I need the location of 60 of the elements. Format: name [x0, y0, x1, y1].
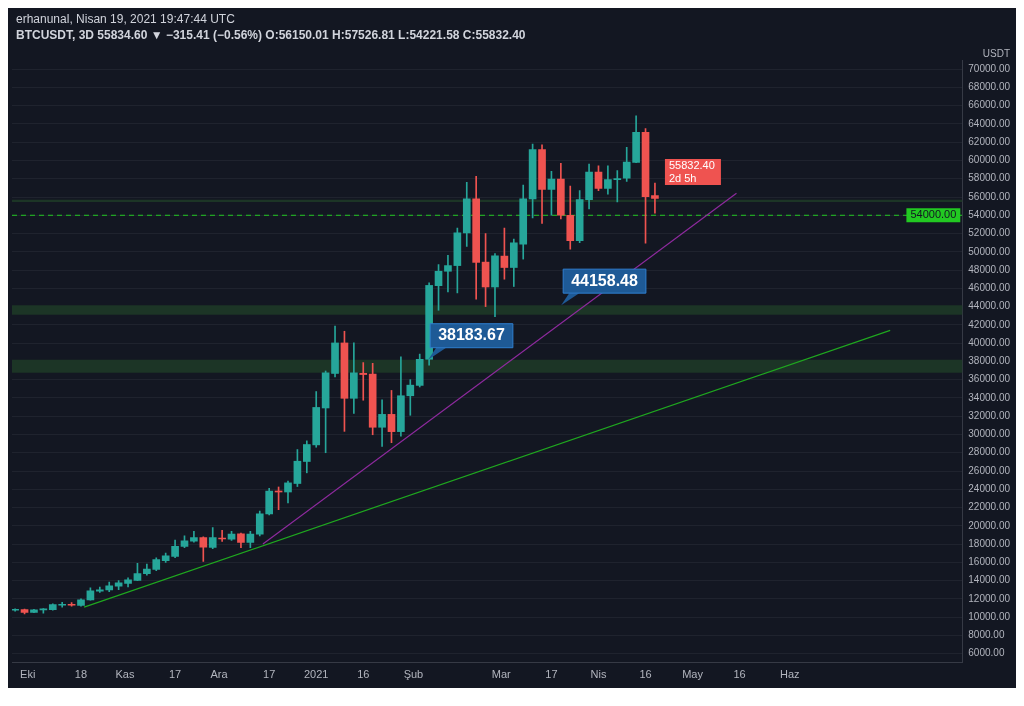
- y-axis-title: USDT: [982, 47, 1010, 59]
- y-tick-label: 52000.00: [968, 227, 1011, 239]
- y-tick-label: 12000.00: [968, 592, 1011, 604]
- y-tick-label: 34000.00: [968, 391, 1011, 403]
- candlestick: [359, 362, 368, 401]
- y-tick-label: 50000.00: [968, 245, 1011, 257]
- y-tick-label: 14000.00: [968, 574, 1011, 586]
- x-tick-label: 17: [168, 668, 182, 681]
- y-tick-label: 40000.00: [968, 336, 1011, 348]
- candlestick: [651, 182, 659, 214]
- y-tick-label: 20000.00: [968, 519, 1011, 531]
- y-tick-label: 24000.00: [968, 483, 1011, 495]
- y-tick-label: 28000.00: [968, 446, 1011, 458]
- x-tick-label: Haz: [780, 668, 800, 681]
- y-tick-label: 42000.00: [968, 318, 1011, 330]
- x-tick-label: 16: [357, 668, 370, 681]
- y-tick-label: 64000.00: [968, 117, 1011, 129]
- y-tick-label: 66000.00: [968, 99, 1011, 111]
- x-tick-label: 2021: [303, 668, 329, 681]
- y-tick-label: 22000.00: [968, 501, 1011, 513]
- y-tick-label: 36000.00: [968, 373, 1011, 385]
- y-tick-label: 58000.00: [968, 172, 1011, 184]
- x-tick-label: 16: [639, 668, 652, 681]
- x-tick-label: Kas: [115, 668, 135, 681]
- x-tick-label: 17: [545, 668, 558, 681]
- y-tick-label: 26000.00: [968, 464, 1011, 476]
- y-tick-label: 8000.00: [968, 629, 1005, 641]
- annotation: 2d 5h: [668, 171, 697, 184]
- y-tick-label: 10000.00: [968, 610, 1011, 622]
- y-tick-label: 62000.00: [968, 135, 1011, 147]
- x-tick-label: Mar: [491, 668, 512, 681]
- y-tick-label: 6000.00: [968, 647, 1005, 659]
- y-tick-label: 18000.00: [968, 537, 1011, 549]
- x-tick-label: 17: [263, 668, 276, 681]
- band-label: 44158.48: [571, 271, 638, 289]
- x-tick-label: Ara: [210, 668, 229, 681]
- x-tick-label: May: [682, 668, 704, 681]
- y-tick-label: 68000.00: [968, 81, 1011, 93]
- band-label: 38183.67: [438, 326, 505, 344]
- y-tick-label: 32000.00: [968, 409, 1011, 421]
- annotation: 55832.40: [668, 158, 715, 171]
- y-tick-label: 46000.00: [968, 282, 1011, 294]
- y-tick-label: 44000.00: [968, 300, 1011, 312]
- y-tick-label: 70000.00: [968, 62, 1011, 74]
- x-tick-label: Eki: [20, 668, 36, 681]
- x-tick-label: Nis: [590, 668, 607, 681]
- y-tick-label: 54000.00: [968, 209, 1011, 221]
- x-tick-label: 18: [74, 668, 88, 681]
- y-tick-label: 38000.00: [968, 355, 1011, 367]
- x-tick-label: 16: [733, 668, 746, 681]
- candlestick: [444, 255, 452, 293]
- y-tick-label: 56000.00: [968, 190, 1011, 202]
- y-tick-label: 48000.00: [968, 263, 1011, 275]
- chart-title: erhanunal, Nisan 19, 2021 19:47:44 UTC: [15, 11, 236, 26]
- y-tick-label: 16000.00: [968, 556, 1011, 568]
- y-tick-label: 30000.00: [968, 428, 1011, 440]
- chart-subtitle: BTCUSDT, 3D 55834.60 ▼ −315.41 (−0.56%) O:56150.01 H:57526.81 L:54221.58 C:55832.40: [15, 27, 527, 42]
- x-tick-label: Şub: [403, 668, 424, 681]
- y-tick-label: 60000.00: [968, 154, 1011, 166]
- ref-line-label: 54000.00: [910, 208, 957, 221]
